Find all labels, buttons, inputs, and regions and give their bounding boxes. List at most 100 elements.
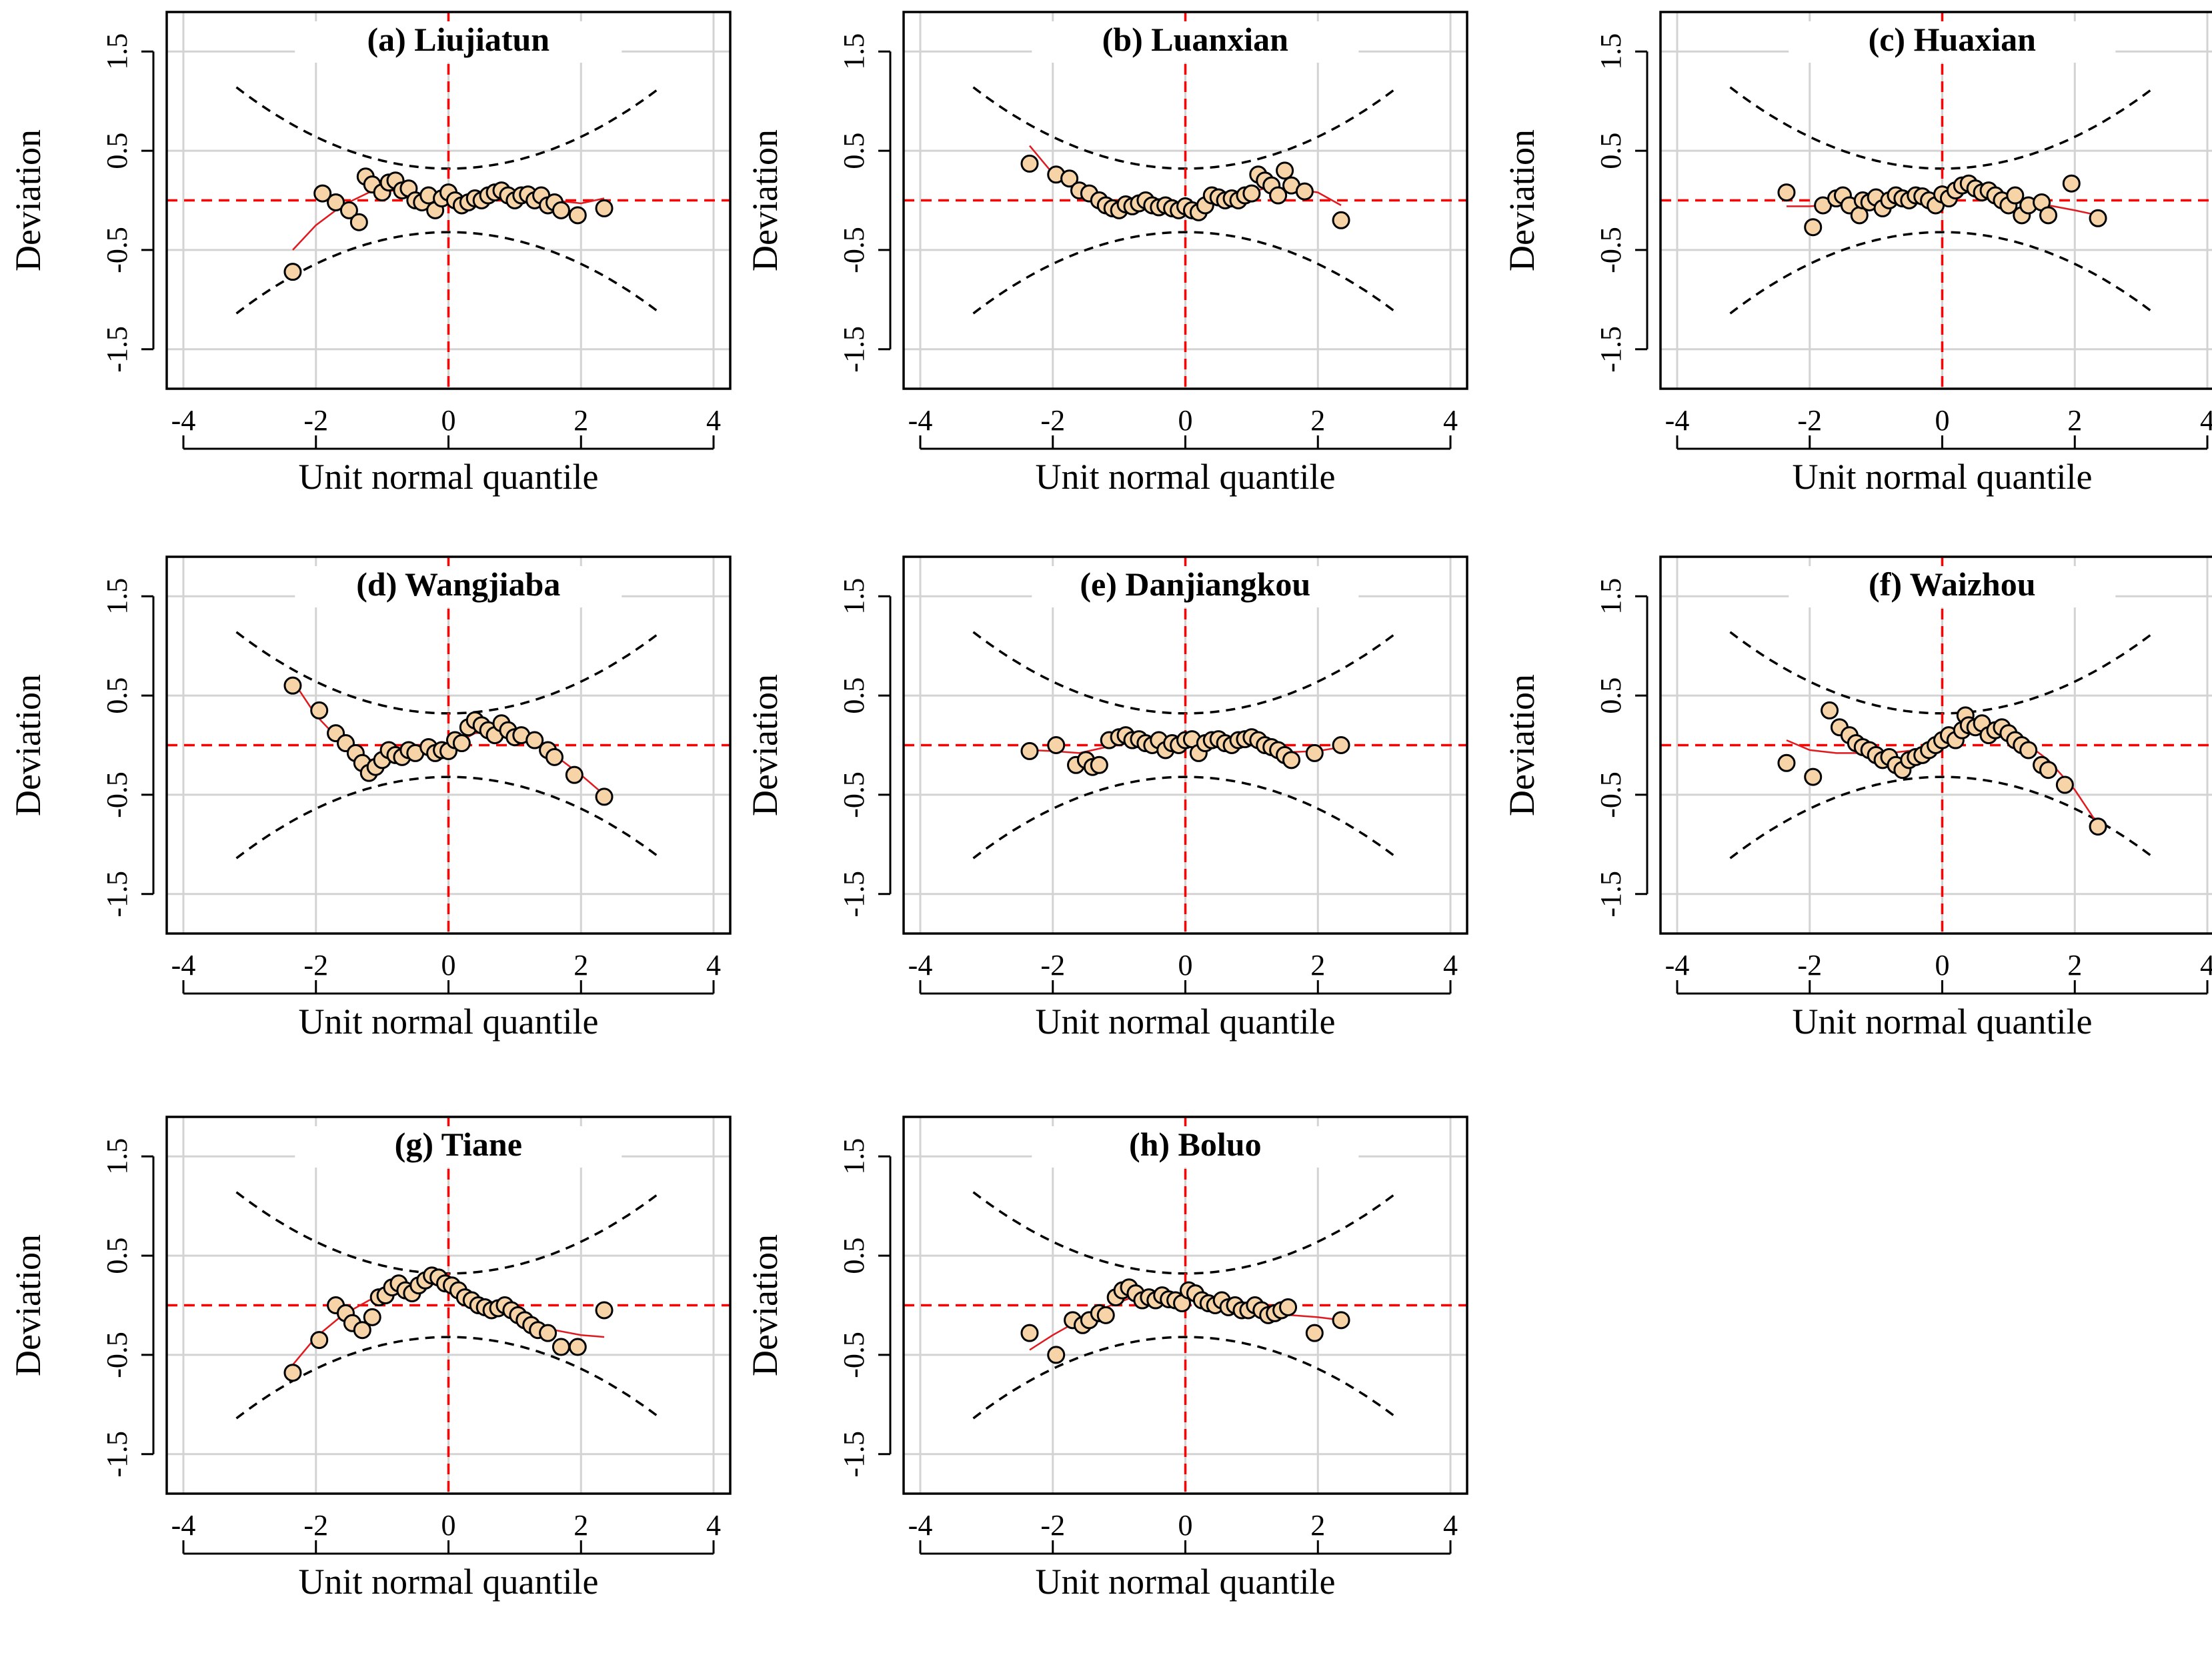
lower-bound-curve	[235, 231, 662, 315]
y-tick-label: 1.5	[101, 33, 133, 70]
x-tick-label: -4	[908, 404, 933, 437]
x-tick-label: 4	[1443, 404, 1458, 437]
y-tick-label: 1.5	[1594, 33, 1627, 70]
data-point	[2039, 206, 2057, 225]
data-point	[310, 701, 329, 719]
data-point	[1060, 169, 1079, 188]
lower-bound-curve	[1729, 775, 2155, 860]
data-point	[1777, 753, 1796, 772]
data-point	[1020, 154, 1039, 173]
data-point	[1332, 1311, 1350, 1330]
data-point	[1047, 1346, 1066, 1364]
panel-title: (a) Liujiatun	[367, 21, 549, 58]
panel-title: (e) Danjiangkou	[1080, 565, 1310, 603]
x-tick-label: -2	[1797, 404, 1822, 437]
x-axis-label: Unit normal quantile	[1793, 1002, 2093, 1042]
lower-bound-curve	[235, 1336, 662, 1420]
x-tick-label: 0	[1178, 404, 1193, 437]
data-point	[551, 201, 570, 219]
x-tick-label: -2	[303, 1509, 328, 1542]
data-point	[595, 787, 614, 806]
data-point	[313, 184, 332, 203]
x-tick-label: 2	[1310, 1509, 1325, 1542]
y-tick-label: -0.5	[101, 1332, 133, 1378]
data-point	[327, 193, 345, 211]
x-tick-label: 0	[1935, 404, 1950, 437]
title-backdrop	[1032, 1126, 1359, 1168]
x-tick-label: -2	[1040, 404, 1065, 437]
x-axis-label: Unit normal quantile	[1036, 1002, 1336, 1042]
y-tick-label: -0.5	[838, 771, 870, 818]
data-point	[1777, 183, 1796, 202]
data-point	[568, 1338, 587, 1356]
x-tick-label: 4	[706, 404, 721, 437]
x-tick-label: -2	[1797, 949, 1822, 982]
data-point	[1804, 218, 1823, 237]
lower-bound-curve	[235, 775, 662, 860]
x-axis-label: Unit normal quantile	[1036, 1562, 1336, 1602]
x-tick-label: -4	[1665, 949, 1690, 982]
data-point	[363, 1308, 381, 1326]
data-point	[283, 676, 302, 695]
x-tick-label: -4	[908, 949, 933, 982]
y-axis-label: Deviation	[8, 129, 48, 271]
x-tick-label: 2	[2067, 949, 2082, 982]
data-point	[1332, 211, 1350, 229]
panel-3: (c) Huaxian -4 -2 0 2 4 Unit normal quantile -1…	[1502, 11, 2212, 497]
lower-bound-curve	[1729, 231, 2155, 315]
y-axis-label: Deviation	[745, 1234, 785, 1376]
panel-title: (c) Huaxian	[1869, 21, 2037, 58]
x-axis-label: Unit normal quantile	[299, 457, 599, 497]
data-point	[2019, 741, 2038, 759]
plot-frame	[1659, 555, 2212, 935]
data-point	[525, 731, 544, 749]
y-tick-label: -0.5	[1594, 227, 1627, 273]
data-point	[283, 1364, 302, 1382]
data-point	[2089, 817, 2107, 836]
y-tick-label: 1.5	[838, 33, 870, 70]
x-tick-label: 0	[1935, 949, 1950, 982]
y-tick-label: 0.5	[101, 1238, 133, 1274]
y-tick-label: -0.5	[101, 771, 133, 818]
data-point	[1804, 767, 1823, 786]
x-tick-label: -4	[171, 949, 196, 982]
y-tick-label: -1.5	[838, 326, 870, 373]
x-tick-label: 4	[706, 1509, 721, 1542]
data-point	[1295, 182, 1314, 201]
y-tick-label: -1.5	[101, 1431, 133, 1478]
x-tick-label: 4	[1443, 949, 1458, 982]
x-tick-label: -2	[1040, 949, 1065, 982]
x-tick-label: -2	[303, 404, 328, 437]
data-point	[595, 199, 614, 217]
x-tick-label: 4	[2200, 404, 2212, 437]
data-point	[1305, 1324, 1324, 1342]
x-axis-label: Unit normal quantile	[299, 1002, 599, 1042]
y-tick-label: -1.5	[1594, 871, 1627, 918]
x-tick-label: 0	[1178, 1509, 1193, 1542]
x-tick-label: 0	[1178, 949, 1193, 982]
title-backdrop	[1032, 21, 1359, 63]
data-point	[1332, 736, 1350, 754]
data-point	[1020, 741, 1039, 760]
y-axis-label: Deviation	[1502, 129, 1542, 271]
data-point	[568, 206, 587, 225]
y-tick-label: 0.5	[838, 1238, 870, 1274]
x-tick-label: 0	[441, 949, 456, 982]
y-axis-label: Deviation	[8, 674, 48, 816]
y-tick-label: 0.5	[101, 677, 133, 714]
y-tick-label: 1.5	[1594, 578, 1627, 615]
y-tick-label: 0.5	[838, 677, 870, 714]
data-point	[565, 765, 584, 784]
title-backdrop	[295, 566, 622, 607]
data-point	[2089, 209, 2107, 227]
title-backdrop	[1789, 566, 2116, 607]
data-point	[1047, 736, 1066, 754]
x-tick-label: -4	[171, 404, 196, 437]
x-tick-label: -4	[1665, 404, 1690, 437]
data-point	[1276, 161, 1294, 180]
y-axis-label: Deviation	[8, 1234, 48, 1376]
y-tick-label: -1.5	[838, 1431, 870, 1478]
x-tick-label: 2	[574, 949, 588, 982]
data-point	[551, 1338, 570, 1356]
